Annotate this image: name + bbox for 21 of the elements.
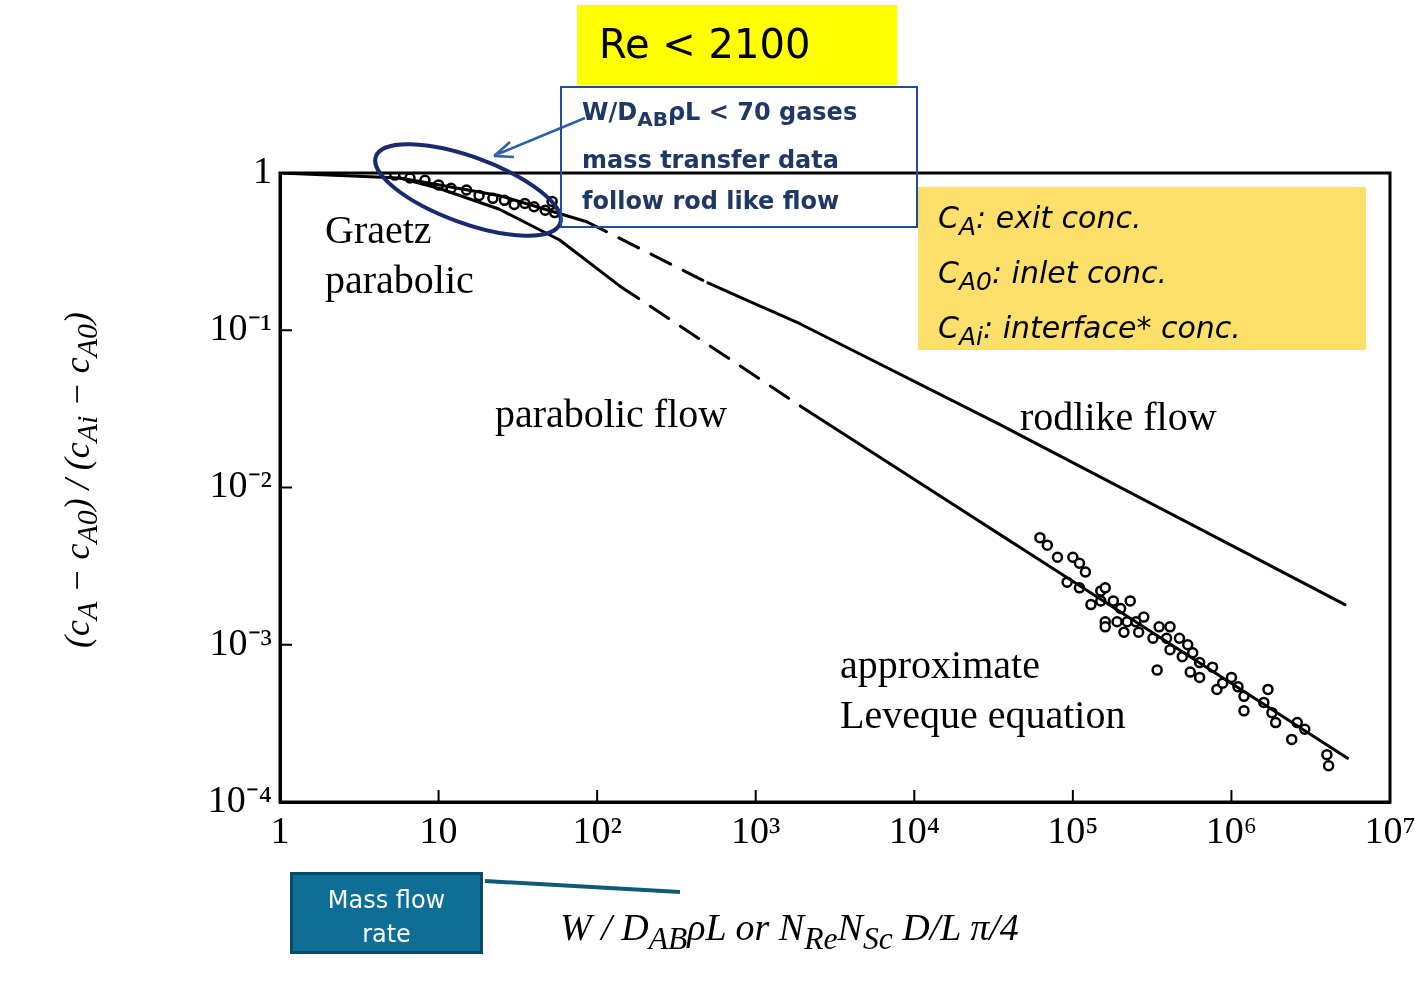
annotation: parabolic flow bbox=[495, 390, 728, 437]
x-axis-title: W / D$_{AB}$ρL or N$_{Re}$N$_{Sc}$ D/L π/4 bbox=[560, 905, 1019, 957]
y-tick-label: 10⁻² bbox=[209, 463, 272, 506]
note-box: C$_{A}$: exit conc. C$_{A0}$: inlet conc. C$_{Ai}$: interface* conc. bbox=[918, 187, 1366, 350]
y-tick-label: 10⁻¹ bbox=[209, 306, 272, 349]
label-box: Mass flow rate bbox=[290, 872, 483, 954]
annotation: Graetz parabolic bbox=[325, 206, 474, 304]
x-tick-label: 10⁶ bbox=[1205, 808, 1258, 851]
x-tick-label: 10⁷ bbox=[1364, 808, 1416, 851]
y-tick-label: 1 bbox=[253, 148, 272, 191]
y-tick-label: 10⁻³ bbox=[209, 620, 272, 663]
x-tick-label: 10 bbox=[419, 808, 458, 851]
x-tick-label: 10⁴ bbox=[888, 808, 940, 851]
label-box: Re < 2100 bbox=[577, 5, 897, 85]
x-tick-label: 10⁵ bbox=[1047, 808, 1099, 851]
annotation: rodlike flow bbox=[1020, 393, 1217, 440]
x-tick-label: 10³ bbox=[731, 808, 781, 851]
y-tick-label: 10⁻⁴ bbox=[207, 777, 272, 820]
x-tick-label: 10² bbox=[572, 808, 622, 851]
callout-box: W/D$_{AB}$ρL < 70 gases mass transfer data follow rod like flow bbox=[560, 86, 918, 228]
annotation: approximate Leveque equation bbox=[840, 641, 1126, 739]
